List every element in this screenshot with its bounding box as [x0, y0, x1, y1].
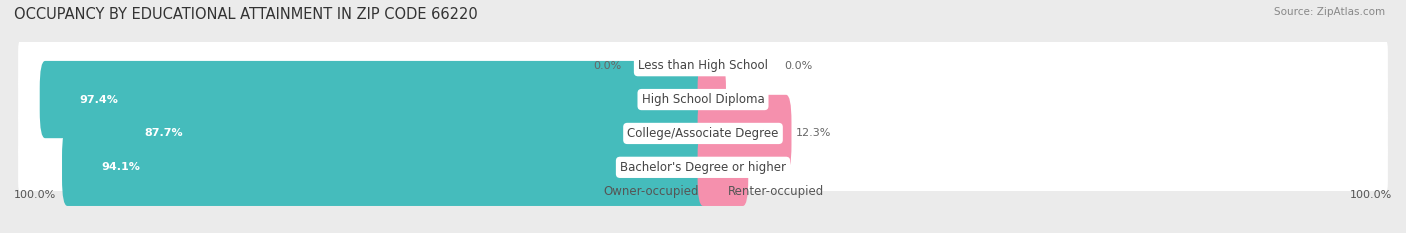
Text: 97.4%: 97.4%: [79, 95, 118, 105]
Text: 2.6%: 2.6%: [731, 95, 759, 105]
Text: Less than High School: Less than High School: [638, 59, 768, 72]
Text: 100.0%: 100.0%: [1350, 190, 1392, 200]
Text: 5.9%: 5.9%: [754, 162, 782, 172]
Text: OCCUPANCY BY EDUCATIONAL ATTAINMENT IN ZIP CODE 66220: OCCUPANCY BY EDUCATIONAL ATTAINMENT IN Z…: [14, 7, 478, 22]
Text: 12.3%: 12.3%: [796, 128, 831, 138]
FancyBboxPatch shape: [18, 39, 1388, 93]
Text: Source: ZipAtlas.com: Source: ZipAtlas.com: [1274, 7, 1385, 17]
FancyBboxPatch shape: [39, 61, 709, 138]
FancyBboxPatch shape: [697, 61, 725, 138]
FancyBboxPatch shape: [62, 129, 709, 206]
FancyBboxPatch shape: [18, 107, 1388, 160]
Text: 0.0%: 0.0%: [593, 61, 621, 71]
FancyBboxPatch shape: [697, 129, 748, 206]
Text: 87.7%: 87.7%: [145, 128, 183, 138]
FancyBboxPatch shape: [697, 95, 792, 172]
FancyBboxPatch shape: [18, 73, 1388, 126]
Text: High School Diploma: High School Diploma: [641, 93, 765, 106]
FancyBboxPatch shape: [18, 140, 1388, 194]
Text: 94.1%: 94.1%: [101, 162, 141, 172]
Legend: Owner-occupied, Renter-occupied: Owner-occupied, Renter-occupied: [578, 181, 828, 203]
Text: Bachelor's Degree or higher: Bachelor's Degree or higher: [620, 161, 786, 174]
Text: 0.0%: 0.0%: [785, 61, 813, 71]
Text: 100.0%: 100.0%: [14, 190, 56, 200]
FancyBboxPatch shape: [105, 95, 709, 172]
Text: College/Associate Degree: College/Associate Degree: [627, 127, 779, 140]
